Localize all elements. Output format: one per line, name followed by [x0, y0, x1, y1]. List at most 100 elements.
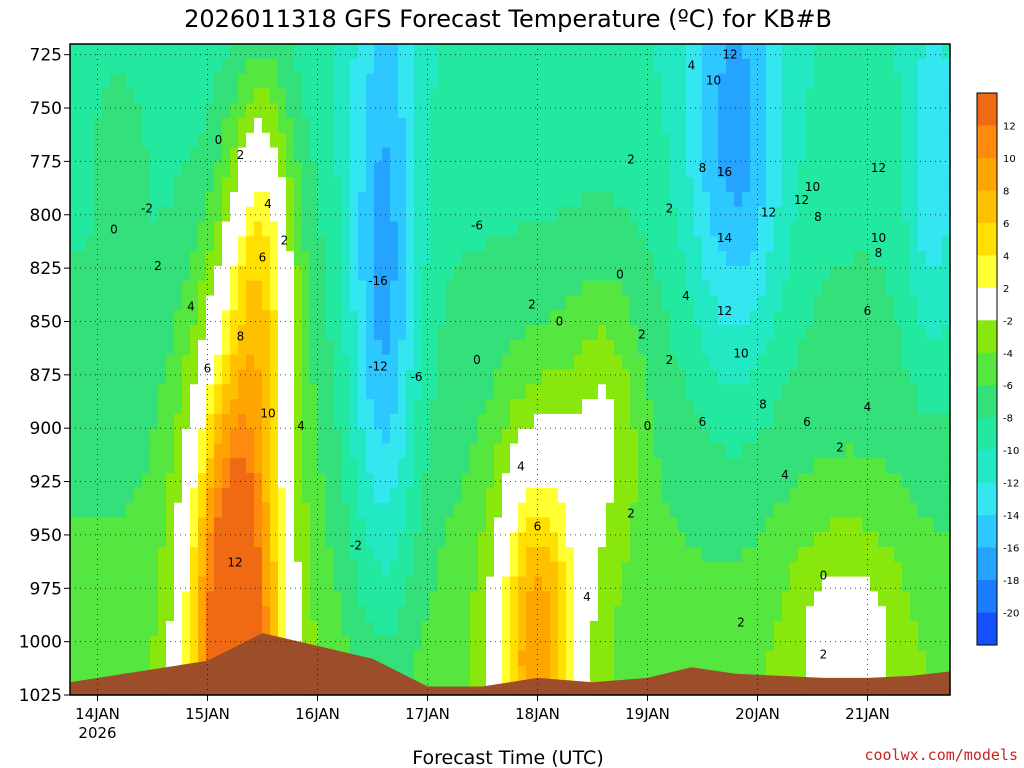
temperature-cell — [302, 369, 311, 385]
temperature-cell — [518, 58, 527, 75]
temperature-cell — [478, 103, 487, 119]
temperature-cell — [718, 88, 727, 104]
temperature-cell — [406, 44, 415, 60]
temperature-cell — [846, 621, 855, 637]
temperature-cell — [102, 310, 111, 326]
temperature-cell — [534, 310, 543, 326]
temperature-cell — [318, 339, 327, 356]
temperature-cell — [798, 73, 807, 89]
temperature-cell — [118, 665, 127, 681]
temperature-cell — [478, 606, 487, 622]
temperature-cell — [326, 58, 335, 75]
temperature-cell — [830, 665, 839, 681]
temperature-cell — [638, 236, 647, 252]
temperature-cell — [630, 132, 639, 149]
temperature-cell — [94, 473, 103, 489]
temperature-cell — [902, 162, 911, 178]
temperature-cell — [582, 473, 591, 489]
temperature-cell — [174, 473, 183, 489]
plot-area: -2024681012024624-2-16-12-6-604620240202… — [69, 43, 951, 696]
temperature-cell — [942, 147, 951, 163]
temperature-cell — [638, 88, 647, 104]
temperature-cell — [798, 177, 807, 193]
temperature-cell — [902, 236, 911, 252]
temperature-cell — [214, 547, 223, 563]
temperature-cell — [174, 58, 183, 75]
temperature-cell — [518, 458, 527, 474]
temperature-cell — [926, 339, 935, 356]
temperature-cell — [614, 103, 623, 119]
temperature-cell — [454, 147, 463, 163]
temperature-cell — [102, 428, 111, 445]
temperature-cell — [630, 591, 639, 607]
temperature-cell — [206, 221, 215, 237]
temperature-cell — [214, 458, 223, 474]
temperature-cell — [366, 117, 375, 134]
temperature-cell — [910, 280, 919, 297]
temperature-cell — [814, 443, 823, 459]
temperature-cell — [726, 635, 735, 652]
temperature-cell — [750, 265, 759, 282]
temperature-cell — [542, 576, 551, 593]
temperature-cell — [398, 576, 407, 593]
temperature-cell — [190, 606, 199, 622]
temperature-cell — [814, 117, 823, 134]
temperature-cell — [942, 517, 951, 533]
temperature-cell — [710, 295, 719, 311]
temperature-cell — [526, 576, 535, 593]
temperature-cell — [654, 606, 663, 622]
temperature-cell — [518, 576, 527, 593]
temperature-cell — [862, 517, 871, 533]
temperature-cell — [118, 103, 127, 119]
temperature-cell — [246, 310, 255, 326]
temperature-cell — [838, 665, 847, 681]
temperature-cell — [398, 665, 407, 681]
temperature-cell — [710, 265, 719, 282]
temperature-cell — [758, 384, 767, 400]
temperature-cell — [734, 73, 743, 89]
temperature-cell — [118, 117, 127, 134]
temperature-cell — [526, 325, 535, 341]
temperature-cell — [526, 88, 535, 104]
temperature-cell — [598, 561, 607, 578]
temperature-cell — [862, 177, 871, 193]
temperature-cell — [606, 399, 615, 415]
temperature-cell — [726, 88, 735, 104]
temperature-cell — [278, 206, 287, 223]
temperature-cell — [254, 295, 263, 311]
temperature-cell — [590, 502, 599, 519]
temperature-cell — [718, 44, 727, 60]
temperature-cell — [502, 428, 511, 445]
temperature-cell — [934, 384, 943, 400]
temperature-cell — [262, 547, 271, 563]
temperature-cell — [70, 399, 79, 415]
credit-text[interactable]: coolwx.com/models — [864, 746, 1018, 764]
temperature-cell — [614, 339, 623, 356]
temperature-cell — [750, 621, 759, 637]
temperature-cell — [350, 177, 359, 193]
temperature-cell — [590, 458, 599, 474]
temperature-cell — [494, 132, 503, 149]
temperature-cell — [270, 58, 279, 75]
temperature-cell — [230, 132, 239, 149]
temperature-cell — [926, 635, 935, 652]
temperature-cell — [78, 280, 87, 297]
temperature-cell — [502, 132, 511, 149]
temperature-cell — [694, 473, 703, 489]
temperature-cell — [878, 117, 887, 134]
temperature-cell — [510, 354, 519, 371]
temperature-cell — [622, 280, 631, 297]
temperature-cell — [462, 265, 471, 282]
temperature-cell — [614, 399, 623, 415]
temperature-cell — [646, 103, 655, 119]
temperature-cell — [262, 384, 271, 400]
temperature-cell — [582, 310, 591, 326]
temperature-cell — [854, 117, 863, 134]
temperature-cell — [926, 191, 935, 208]
temperature-cell — [334, 443, 343, 459]
temperature-cell — [150, 236, 159, 252]
temperature-cell — [110, 44, 119, 60]
temperature-cell — [718, 251, 727, 267]
temperature-cell — [454, 265, 463, 282]
temperature-cell — [726, 58, 735, 75]
